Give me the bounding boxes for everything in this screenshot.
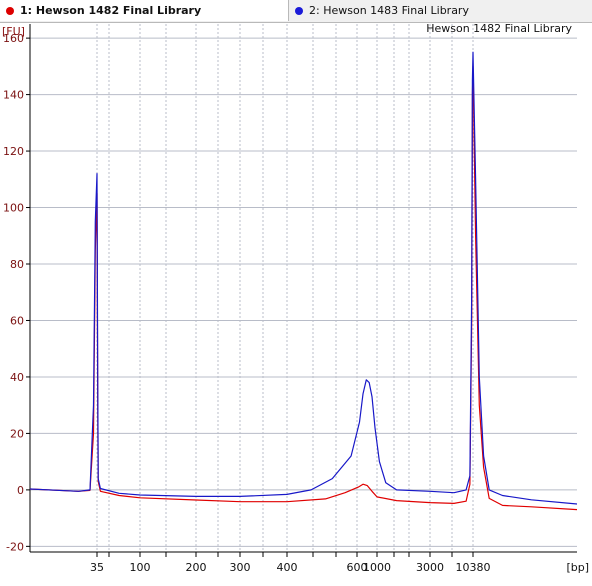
tab-sample-1-label: 1: Hewson 1482 Final Library <box>20 4 202 17</box>
x-tick-label: 400 <box>277 561 298 574</box>
sample-tab-bar: 1: Hewson 1482 Final Library 2: Hewson 1… <box>0 0 592 23</box>
x-axis-label: [bp] <box>566 561 589 574</box>
plot-area <box>30 24 577 552</box>
tab-sample-2[interactable]: 2: Hewson 1483 Final Library <box>289 0 592 21</box>
chart-title: Hewson 1482 Final Library <box>426 22 572 35</box>
y-tick-label: 80 <box>10 258 24 271</box>
series-line-2 <box>29 51 578 505</box>
y-tick-label: 140 <box>3 89 24 102</box>
x-tick-label: 10380 <box>456 561 491 574</box>
y-tick-label: 60 <box>10 314 24 327</box>
tab-sample-1[interactable]: 1: Hewson 1482 Final Library <box>0 0 289 21</box>
tab-sample-2-label: 2: Hewson 1483 Final Library <box>309 4 469 17</box>
y-tick-label: 40 <box>10 371 24 384</box>
sample-1-color-dot-icon <box>6 6 14 15</box>
y-tick-label: 120 <box>3 145 24 158</box>
y-tick-label: 100 <box>3 202 24 215</box>
y-tick-label: 0 <box>17 484 24 497</box>
sample-2-color-dot-icon <box>295 6 303 15</box>
y-tick-label: 160 <box>3 32 24 45</box>
x-tick-label: 300 <box>230 561 251 574</box>
x-tick-label: 200 <box>186 561 207 574</box>
x-tick-label: 100 <box>130 561 151 574</box>
x-tick-label: 600 <box>347 561 368 574</box>
y-tick-label: -20 <box>6 540 24 553</box>
y-axis-label: [FU] <box>2 25 25 38</box>
y-tick-label: 20 <box>10 427 24 440</box>
x-tick-label: 1000 <box>363 561 391 574</box>
x-tick-label: 3000 <box>416 561 444 574</box>
x-tick-label: 35 <box>90 561 104 574</box>
